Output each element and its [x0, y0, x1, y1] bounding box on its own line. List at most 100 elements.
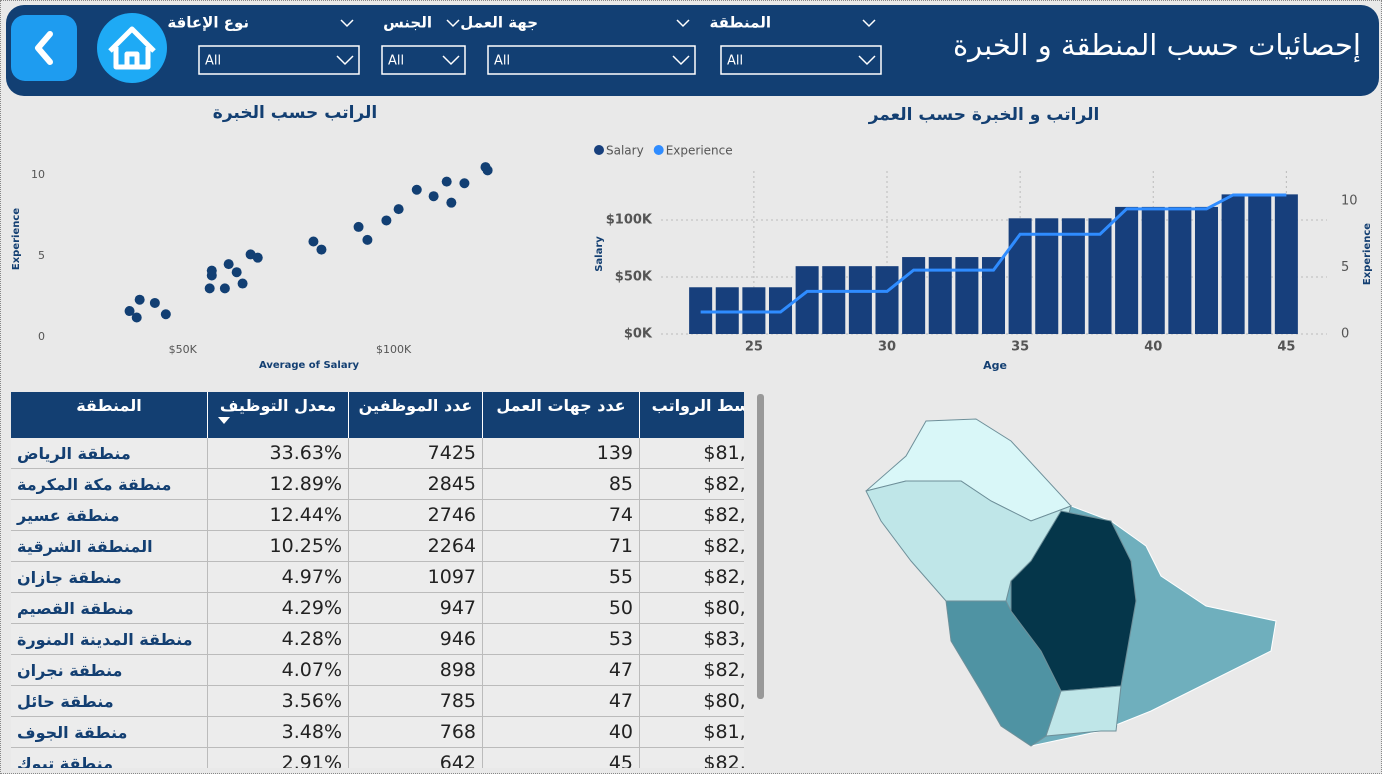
dropdown[interactable]	[198, 45, 360, 75]
y-tick-label: 0	[38, 330, 45, 343]
scatter-point	[124, 306, 135, 317]
scatter-point	[446, 197, 457, 208]
y-tick-label: $0K	[624, 327, 653, 342]
back-button[interactable]	[11, 15, 77, 81]
value-cell: $82,631	[639, 561, 744, 593]
y-tick-label: $100K	[606, 213, 653, 228]
filter-chevron	[676, 19, 690, 28]
value-cell: $80,038	[639, 592, 744, 624]
home-button[interactable]	[97, 13, 167, 83]
region-cell: منطقة تبوك	[11, 747, 208, 768]
dropdown-value: All	[205, 54, 221, 69]
dropdown[interactable]	[487, 45, 696, 75]
y-axis-title: Salary	[594, 236, 605, 272]
value-cell: 40	[482, 716, 640, 748]
line	[700, 193, 1287, 314]
x-tick-label: 35	[1011, 340, 1029, 355]
y2-axis-title: Experience	[1362, 223, 1373, 285]
value-cell: $82,324	[639, 468, 744, 500]
value-cell: 47	[482, 654, 640, 686]
value-cell: 4.97%	[207, 561, 349, 593]
column-header[interactable]: عدد جهات العمل	[482, 392, 640, 438]
scatter-point	[411, 184, 422, 195]
dropdown[interactable]	[720, 45, 882, 75]
page-title: إحصائيات حسب المنطقة و الخبرة	[953, 28, 1361, 63]
value-cell: 12.44%	[207, 499, 349, 531]
legend-marker	[594, 145, 604, 155]
bar	[1248, 194, 1272, 334]
column-header[interactable]: معدل التوظيف	[207, 392, 349, 438]
dropdown[interactable]	[381, 45, 466, 75]
scatter-point	[206, 265, 217, 276]
bar	[1194, 206, 1219, 334]
value-cell: $82,802	[639, 499, 744, 531]
x-axis-title: Age	[983, 359, 1007, 372]
bar	[1274, 194, 1298, 334]
scatter-point	[459, 178, 470, 189]
bar	[928, 257, 952, 334]
legend-marker	[653, 145, 664, 155]
value-cell: 71	[482, 530, 640, 562]
value-cell: 3.48%	[207, 716, 349, 748]
scatter-point	[353, 221, 364, 232]
region-cell: منطقة عسير	[11, 499, 208, 531]
bar	[1061, 218, 1085, 334]
value-cell: 74	[482, 499, 640, 531]
value-cell: 2264	[348, 530, 483, 562]
scrollbar[interactable]	[757, 394, 764, 699]
scatter-point	[441, 176, 452, 187]
region-cell: منطقة جازان	[11, 561, 208, 593]
filter-label: جهة العمل	[460, 14, 538, 32]
dropdown-value: All	[494, 54, 510, 69]
x-tick-label: 40	[1144, 340, 1162, 355]
bar	[1088, 218, 1112, 334]
region-cell: منطقة المدينة المنورة	[11, 623, 208, 655]
filter-chevron	[862, 19, 876, 28]
filter-label: نوع الإعاقة	[167, 14, 249, 32]
scatter-point	[316, 244, 327, 255]
filter-label: المنطقة	[710, 14, 771, 32]
map	[865, 418, 1277, 747]
table: المنطقة معدل التوظيف عدد الموظفين عدد جهات …	[11, 392, 744, 768]
value-cell: 768	[348, 716, 483, 748]
filter-label: الجنس	[383, 14, 432, 32]
region-cell: منطقة نجران	[11, 654, 208, 686]
bar	[795, 266, 819, 334]
scatter-point	[362, 234, 373, 245]
y2-tick-label: 0	[1341, 327, 1349, 342]
value-cell: 642	[348, 747, 483, 768]
filter-chevron	[446, 19, 460, 28]
x-tick-label: 25	[745, 340, 763, 355]
value-cell: 4.28%	[207, 623, 349, 655]
bar	[902, 257, 926, 334]
value-cell: 785	[348, 685, 483, 717]
map-region	[1045, 685, 1122, 737]
value-cell: $81,823	[639, 716, 744, 748]
value-cell: 1097	[348, 561, 483, 593]
column-header[interactable]: عدد الموظفين	[348, 392, 483, 438]
bar	[981, 257, 1006, 334]
column-header[interactable]: المنطقة	[11, 392, 208, 438]
dropdown-chevron	[442, 55, 460, 66]
value-cell: 55	[482, 561, 640, 593]
region-cell: منطقة مكة المكرمة	[11, 468, 208, 500]
x-tick-label: $100K	[376, 343, 412, 356]
scatter-point	[428, 191, 439, 202]
scatter-point	[231, 267, 242, 278]
column-header[interactable]: متوسط الرواتب	[639, 392, 744, 438]
value-cell: 7425	[348, 438, 483, 469]
y2-tick-label: 10	[1341, 193, 1358, 208]
chart-title: الراتب حسب الخبرة	[213, 103, 377, 123]
region-cell: منطقة حائل	[11, 685, 208, 717]
scatter-point	[252, 252, 263, 263]
value-cell: 946	[348, 623, 483, 655]
